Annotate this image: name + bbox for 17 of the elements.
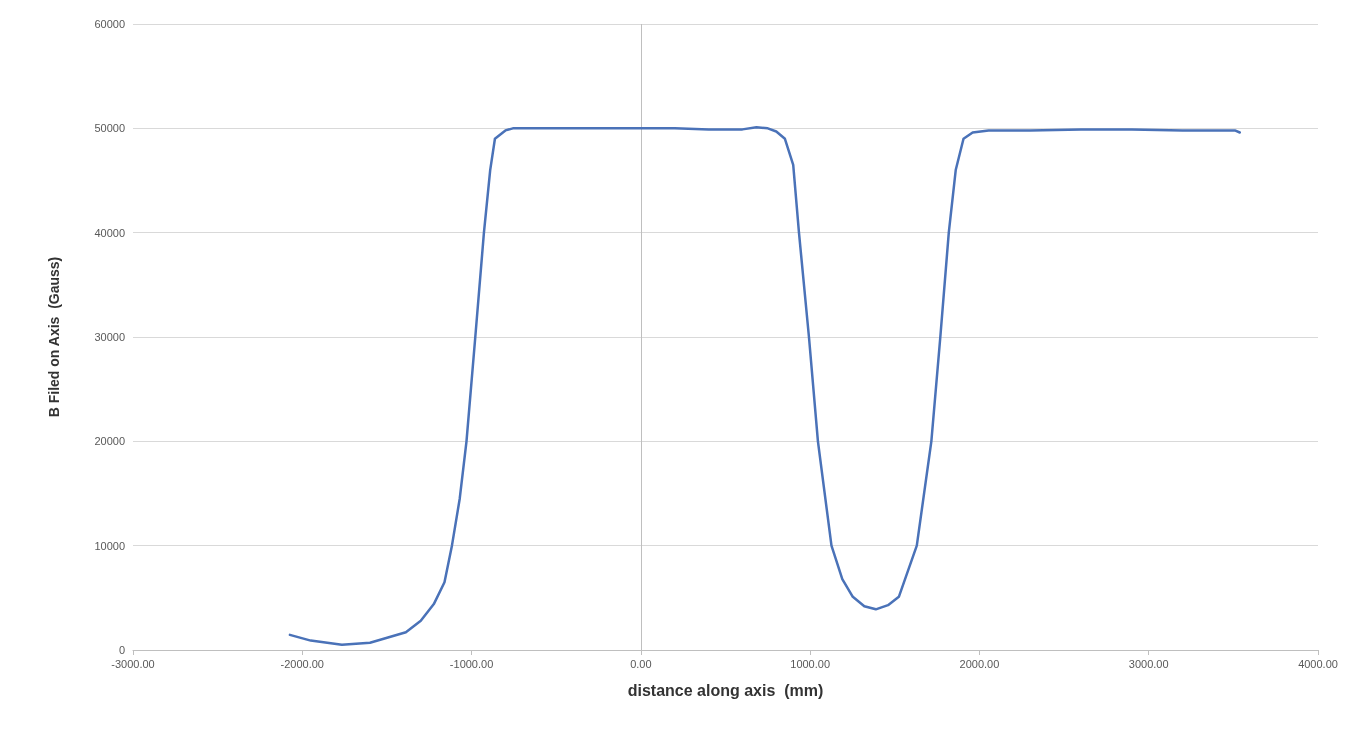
- y-tick-label: 40000: [94, 226, 125, 239]
- y-tick-label: 30000: [94, 331, 125, 343]
- y-tick-label: 20000: [94, 435, 125, 448]
- x-tick-label: 1000.00: [790, 657, 831, 670]
- y-tick-label: 50000: [94, 122, 125, 135]
- y-tick-label: 10000: [94, 539, 125, 552]
- x-tick-label: 3000.00: [1128, 657, 1169, 670]
- x-tick-label: -3000.00: [111, 657, 155, 670]
- x-tick-label: 0.00: [630, 657, 652, 670]
- x-tick-label: -1000.00: [449, 657, 494, 670]
- x-tick-label: 4000.00: [1298, 657, 1338, 670]
- y-tick-label: 0: [118, 644, 125, 656]
- y-tick-label: 60000: [94, 18, 125, 30]
- y-axis-title: B Filed on Axis (Gauss): [46, 256, 62, 418]
- x-tick-label: 2000.00: [959, 657, 1000, 670]
- x-axis-title: distance along axis (mm): [627, 681, 824, 699]
- x-tick-label: -2000.00: [280, 657, 324, 670]
